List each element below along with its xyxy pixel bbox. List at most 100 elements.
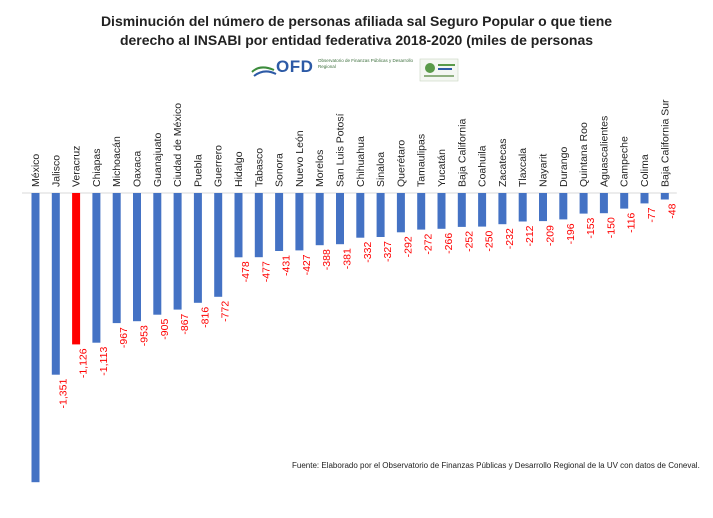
bar-veracruz — [72, 193, 81, 345]
category-label: Yucatán — [436, 149, 448, 187]
value-label: -232 — [504, 228, 516, 249]
category-label: Durango — [558, 147, 570, 187]
bar-chihuahua — [356, 193, 365, 238]
bar-coahuila — [478, 193, 487, 227]
category-label: Zacatecas — [497, 139, 509, 187]
category-label: San Luis Potosí — [335, 113, 347, 187]
bar-oaxaca — [133, 193, 141, 322]
value-label: -77 — [646, 207, 658, 222]
value-label: -816 — [199, 307, 211, 328]
value-label: -209 — [545, 225, 557, 246]
bar-hidalgo — [234, 193, 243, 258]
bar-aguascalientes — [599, 193, 608, 214]
logo-text: OFD — [276, 57, 314, 76]
bar-m-xico — [31, 193, 40, 483]
category-label: Tlaxcala — [517, 148, 529, 187]
bar-jalisco — [51, 193, 60, 375]
value-label: -212 — [524, 225, 536, 246]
bar-guanajuato — [153, 193, 162, 315]
category-label: Coahuila — [477, 145, 489, 187]
category-label: Baja California Sur — [659, 99, 671, 187]
value-label: -381 — [342, 248, 354, 269]
category-label: Aguascalientes — [598, 116, 610, 187]
category-label: Nayarit — [538, 154, 550, 187]
value-label: -1,126 — [78, 348, 90, 378]
value-label: -327 — [382, 241, 394, 262]
bar-ciudad-de-m-xico — [173, 193, 182, 310]
value-label: -953 — [139, 325, 151, 346]
value-label: -272 — [423, 233, 435, 254]
value-label: -153 — [585, 217, 597, 238]
bar-baja-california — [457, 193, 466, 227]
value-label: -150 — [605, 217, 617, 238]
category-label: Chihuahua — [355, 136, 367, 187]
value-label: -431 — [281, 255, 293, 276]
bar-nayarit — [539, 193, 547, 222]
bar-morelos — [315, 193, 324, 246]
category-label: México — [30, 154, 42, 187]
value-label: -388 — [321, 249, 333, 270]
category-label: Chiapas — [91, 148, 103, 187]
value-label: -116 — [626, 212, 638, 232]
bar-tlaxcala — [518, 193, 527, 222]
bar-nuevo-le-n — [295, 193, 304, 251]
value-label: -292 — [402, 236, 414, 257]
bar-guerrero — [214, 193, 223, 297]
bar-campeche — [620, 193, 629, 209]
bar-quer-taro — [396, 193, 405, 233]
category-label: Jalisco — [50, 155, 62, 187]
category-label: Oaxaca — [132, 151, 144, 187]
value-label: -478 — [240, 261, 252, 282]
value-label: -266 — [443, 233, 455, 254]
value-label: -967 — [118, 327, 130, 348]
bar-tabasco — [254, 193, 263, 258]
bar-san-luis-potos- — [336, 193, 344, 245]
category-label: Tabasco — [253, 148, 265, 187]
bar-chiapas — [92, 193, 101, 343]
bar-zacatecas — [498, 193, 507, 225]
bar-durango — [559, 193, 568, 220]
value-label: -867 — [179, 313, 191, 334]
chart-title: Disminución del número de personas afili… — [0, 12, 713, 50]
category-label: Ciudad de México — [172, 103, 184, 187]
category-label: Hidalgo — [233, 151, 245, 187]
value-label: -252 — [463, 231, 475, 252]
ofd-logo-graphic — [251, 58, 459, 82]
category-label: Quintana Roo — [578, 122, 590, 187]
category-label: Guanajuato — [152, 133, 164, 187]
bar-baja-california-sur — [660, 193, 669, 200]
category-label: Guerrero — [213, 145, 225, 187]
bar-michoac-n — [112, 193, 121, 324]
category-label: Tamaulipas — [416, 134, 428, 187]
bar-sinaloa — [376, 193, 385, 237]
category-label: Baja California — [456, 119, 468, 187]
chart-title-line-1: Disminución del número de personas afili… — [100, 13, 613, 29]
category-label: Colima — [639, 154, 651, 187]
bar-yucat-n — [437, 193, 446, 229]
category-label: Sinaloa — [375, 152, 387, 187]
bar-quintana-roo — [579, 193, 588, 214]
category-label: Campeche — [619, 136, 631, 187]
category-label: Puebla — [192, 154, 204, 187]
logo-subtitle: Observatorio de Finanzas Públicas y Desa… — [318, 58, 414, 69]
ofd-logo: OFD Observatorio de Finanzas Públicas y … — [250, 56, 462, 84]
bar-puebla — [193, 193, 202, 303]
value-label: -332 — [362, 242, 374, 263]
category-label: Querétaro — [395, 140, 407, 187]
value-label: -477 — [260, 261, 272, 282]
category-label: Morelos — [314, 150, 326, 187]
value-label: -1,351 — [57, 379, 69, 409]
bar-colima — [640, 193, 649, 204]
chart-title-line-2: derecho al INSABI por entidad federativa… — [119, 32, 594, 48]
value-label: -250 — [484, 230, 496, 251]
category-label: Nuevo León — [294, 130, 306, 187]
value-label: -196 — [565, 223, 577, 244]
value-label: -1,113 — [98, 347, 110, 376]
value-label: -772 — [220, 301, 232, 322]
category-label: Michoacán — [111, 136, 123, 187]
source-note: Fuente: Elaborado por el Observatorio de… — [292, 461, 700, 470]
bar-sonora — [275, 193, 284, 251]
value-label: -905 — [159, 319, 171, 340]
category-label: Veracruz — [71, 146, 83, 187]
